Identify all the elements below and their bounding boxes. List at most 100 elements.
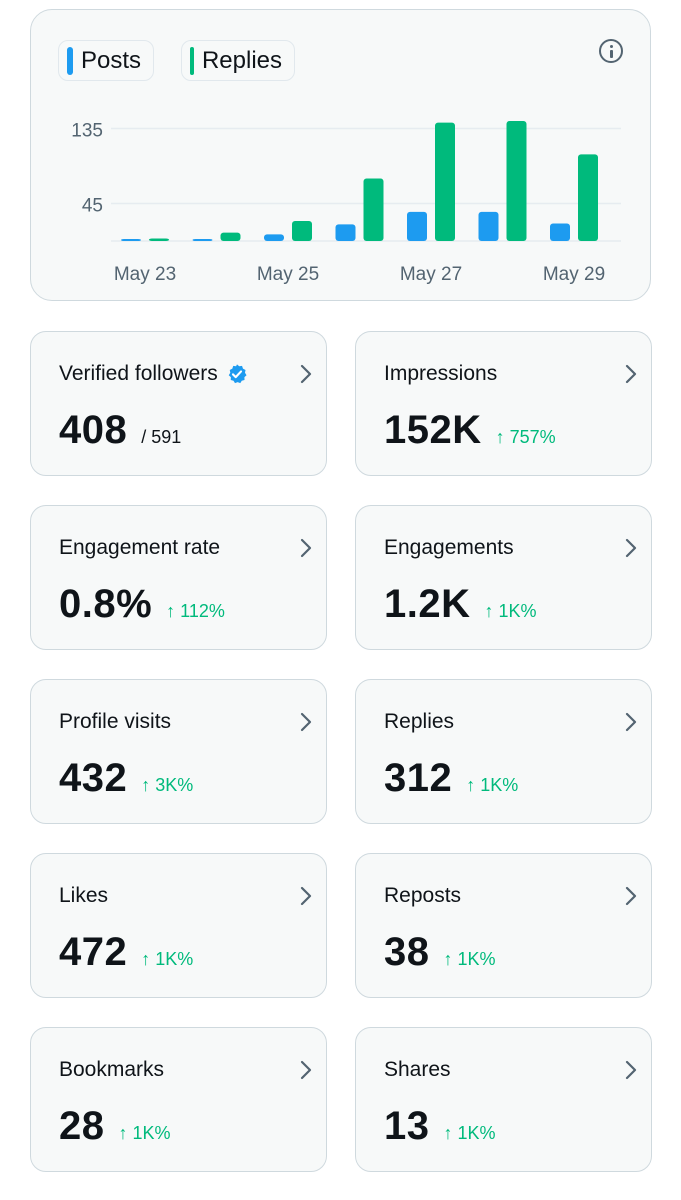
y-tick-label: 45: [82, 196, 103, 217]
info-icon[interactable]: [599, 39, 623, 63]
chevron-right-icon: [300, 886, 312, 906]
stat-value-row: 13 ↑ 1K%: [384, 1104, 496, 1149]
bar-replies[interactable]: [292, 221, 312, 241]
chevron-right-icon: [300, 364, 312, 384]
stat-title: Verified followers: [59, 362, 248, 386]
stat-title-label: Engagements: [384, 536, 514, 559]
stat-value: 38: [384, 930, 430, 974]
stat-title-label: Reposts: [384, 884, 462, 907]
stat-value: 1.2K: [384, 582, 471, 626]
stat-title-label: Profile visits: [59, 710, 172, 733]
stat-change: ↑ 1K%: [118, 1123, 171, 1143]
stat-total: / 591: [141, 427, 182, 447]
stat-card-bookmarks[interactable]: Bookmarks 28 ↑ 1K%: [30, 1027, 327, 1172]
stat-value: 312: [384, 756, 453, 800]
stat-title: Likes: [59, 884, 108, 908]
stat-title: Shares: [384, 1058, 451, 1082]
stat-value: 152K: [384, 408, 482, 452]
stat-title: Reposts: [384, 884, 461, 908]
bar-replies[interactable]: [149, 238, 169, 242]
chevron-right-icon: [625, 712, 637, 732]
stat-value-row: 408 / 591: [59, 408, 181, 453]
stat-title-label: Bookmarks: [59, 1058, 165, 1081]
y-tick-label: 135: [71, 121, 103, 142]
stat-change: ↑ 1K%: [443, 1123, 496, 1143]
stat-value-row: 0.8% ↑ 112%: [59, 582, 225, 627]
bar-replies[interactable]: [435, 122, 455, 241]
stat-value-row: 38 ↑ 1K%: [384, 930, 496, 975]
bar-posts[interactable]: [192, 239, 213, 241]
chevron-right-icon: [300, 1060, 312, 1080]
stat-card-engagements[interactable]: Engagements 1.2K ↑ 1K%: [355, 505, 652, 650]
bar-posts[interactable]: [121, 239, 141, 241]
stat-title-label: Impressions: [384, 362, 498, 385]
stat-title: Engagement rate: [59, 536, 220, 560]
chevron-right-icon: [625, 1060, 637, 1080]
stat-card-reposts[interactable]: Reposts 38 ↑ 1K%: [355, 853, 652, 998]
chevron-right-icon: [625, 886, 637, 906]
stat-title-label: Verified followers: [59, 362, 218, 385]
stat-value-row: 152K ↑ 757%: [384, 408, 556, 453]
stat-value-row: 28 ↑ 1K%: [59, 1104, 171, 1149]
legend-posts-label: Posts: [80, 46, 141, 74]
stat-value-row: 312 ↑ 1K%: [384, 756, 518, 801]
bar-replies[interactable]: [220, 232, 241, 241]
stat-title: Bookmarks: [59, 1058, 164, 1082]
stat-card-profile-visits[interactable]: Profile visits 432 ↑ 3K%: [30, 679, 327, 824]
chevron-right-icon: [625, 538, 637, 558]
stat-value: 28: [59, 1104, 105, 1148]
chart-card: Posts Replies 45 135 May 23 May 25 May 27 May…: [30, 9, 651, 301]
stat-value: 13: [384, 1104, 430, 1148]
legend-replies-toggle[interactable]: Replies: [181, 40, 295, 81]
stat-value: 432: [59, 756, 128, 800]
stat-title-label: Engagement rate: [59, 536, 221, 559]
stat-value-row: 472 ↑ 1K%: [59, 930, 193, 975]
stat-change: ↑ 1K%: [466, 775, 519, 795]
stat-card-likes[interactable]: Likes 472 ↑ 1K%: [30, 853, 327, 998]
stat-change: ↑ 1K%: [443, 949, 496, 969]
stat-title: Profile visits: [59, 710, 171, 734]
stat-change: ↑ 3K%: [141, 775, 194, 795]
replies-swatch: [190, 46, 194, 75]
stat-card-shares[interactable]: Shares 13 ↑ 1K%: [355, 1027, 652, 1172]
stat-change: ↑ 1K%: [141, 949, 194, 969]
stat-card-verified-followers[interactable]: Verified followers 408 / 591: [30, 331, 327, 476]
chevron-right-icon: [300, 538, 312, 558]
posts-swatch: [67, 46, 73, 75]
stat-value: 0.8%: [59, 582, 153, 626]
chevron-right-icon: [300, 712, 312, 732]
bar-replies[interactable]: [363, 178, 384, 242]
stat-title: Replies: [384, 710, 454, 734]
stat-title-label: Shares: [384, 1058, 451, 1081]
bar-posts[interactable]: [335, 224, 356, 241]
stat-title: Engagements: [384, 536, 514, 560]
stat-card-replies[interactable]: Replies 312 ↑ 1K%: [355, 679, 652, 824]
legend-posts-toggle[interactable]: Posts: [58, 40, 154, 81]
bar-posts[interactable]: [550, 223, 570, 242]
bar-replies[interactable]: [578, 154, 598, 241]
stat-value-row: 432 ↑ 3K%: [59, 756, 193, 801]
bar-replies[interactable]: [506, 121, 527, 241]
stat-title: Impressions: [384, 362, 497, 386]
chevron-right-icon: [625, 364, 637, 384]
stat-card-impressions[interactable]: Impressions 152K ↑ 757%: [355, 331, 652, 476]
x-tick-label: May 25: [257, 264, 319, 285]
x-tick-label: May 23: [114, 264, 176, 285]
x-tick-label: May 27: [400, 264, 462, 285]
stat-value: 472: [59, 930, 128, 974]
bar-chart: 45 135 May 23 May 25 May 27 May 29: [71, 121, 621, 285]
bar-posts[interactable]: [478, 211, 499, 241]
stat-card-engagement-rate[interactable]: Engagement rate 0.8% ↑ 112%: [30, 505, 327, 650]
stat-value: 408: [59, 408, 128, 452]
stat-value-row: 1.2K ↑ 1K%: [384, 582, 537, 627]
verified-badge-icon: [228, 364, 247, 384]
stat-change: ↑ 112%: [166, 601, 225, 621]
stat-title-label: Replies: [384, 710, 455, 733]
stat-title-label: Likes: [59, 884, 109, 907]
legend-replies-label: Replies: [201, 46, 282, 74]
bar-posts[interactable]: [264, 234, 284, 241]
stat-change: ↑ 1K%: [484, 601, 537, 621]
x-tick-label: May 29: [543, 264, 605, 285]
bar-posts[interactable]: [407, 211, 427, 241]
stat-change: ↑ 757%: [495, 427, 556, 447]
